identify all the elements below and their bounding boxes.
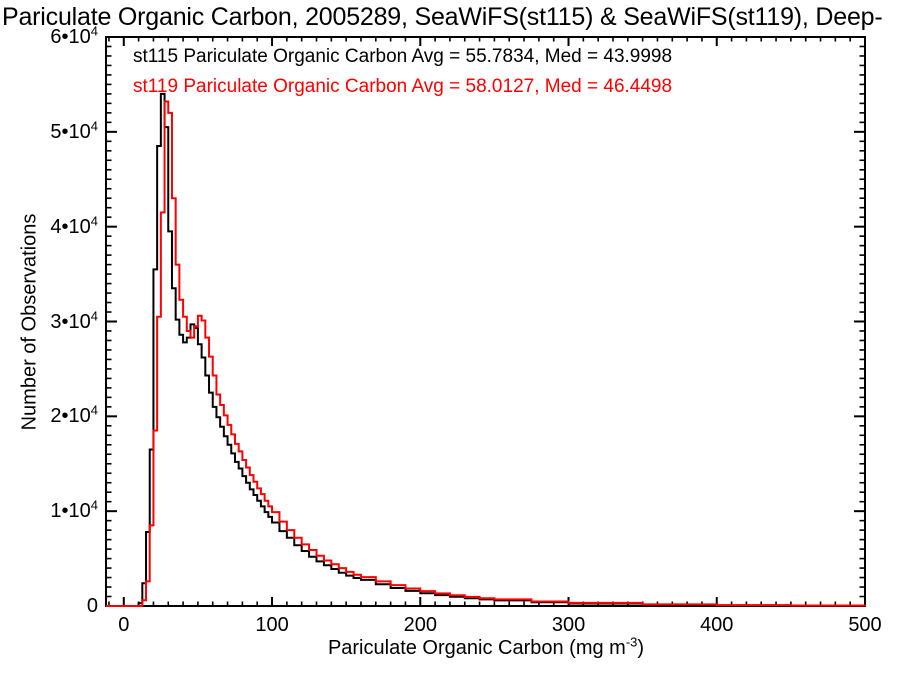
y-tick-exponent: 4 bbox=[90, 497, 98, 513]
x-axis-title-close: ) bbox=[637, 637, 645, 659]
chart-title: Pariculate Organic Carbon, 2005289, SeaW… bbox=[2, 3, 883, 31]
x-tick-label: 200 bbox=[403, 614, 437, 636]
histogram-series-st119 bbox=[106, 100, 866, 607]
y-tick-label: 5•104 bbox=[50, 118, 98, 143]
y-tick-exponent: 4 bbox=[90, 118, 98, 134]
x-tick-label: 300 bbox=[551, 614, 586, 636]
y-tick-label: 4•104 bbox=[50, 213, 98, 238]
y-tick-exponent: 4 bbox=[90, 23, 98, 39]
x-tick-label: 0 bbox=[118, 614, 130, 636]
axes-frame bbox=[105, 36, 866, 607]
y-tick-exponent: 4 bbox=[90, 213, 98, 228]
y-tick-label: 2•104 bbox=[50, 402, 98, 428]
x-tick-label: 100 bbox=[255, 614, 289, 636]
x-tick-label: 500 bbox=[848, 614, 882, 636]
x-axis-title-superscript: -3 bbox=[625, 634, 638, 650]
y-tick-exponent: 4 bbox=[90, 307, 98, 323]
legend-entry-st115: st115 Pariculate Organic Carbon Avg = 55… bbox=[133, 46, 673, 67]
y-tick-label: 3•104 bbox=[50, 307, 98, 333]
y-tick-exponent: 4 bbox=[90, 402, 98, 418]
x-tick-label: 400 bbox=[700, 614, 734, 636]
histogram-series-st115 bbox=[106, 92, 866, 607]
y-tick-label: 0 bbox=[86, 595, 98, 617]
y-tick-label: 1•104 bbox=[50, 497, 98, 523]
x-axis-title: Pariculate Organic Carbon (mg m-3) bbox=[236, 634, 736, 660]
x-axis-title-text: Pariculate Organic Carbon (mg m bbox=[327, 637, 626, 659]
y-tick-label: 6•104 bbox=[50, 23, 98, 48]
legend-entry-st119: st119 Pariculate Organic Carbon Avg = 58… bbox=[133, 76, 673, 97]
